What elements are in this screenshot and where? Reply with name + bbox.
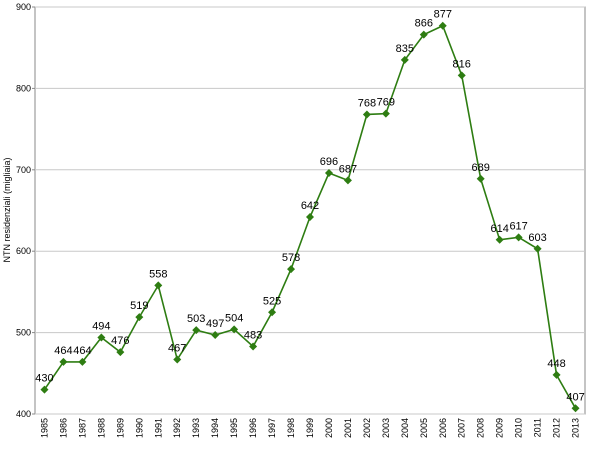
marker	[381, 109, 390, 118]
x-tick-label: 2007	[457, 418, 467, 438]
x-tick-label: 1991	[153, 418, 163, 438]
data-label: 503	[187, 313, 205, 325]
x-tick-label: 2008	[476, 418, 486, 438]
x-tick-label: 2002	[362, 418, 372, 438]
data-label: 467	[168, 342, 186, 354]
x-tick-label: 1998	[286, 418, 296, 438]
marker	[268, 308, 277, 317]
marker	[324, 169, 333, 178]
data-label: 603	[528, 232, 546, 244]
x-tick-label: 1985	[39, 418, 49, 438]
data-label: 430	[35, 373, 53, 385]
y-tick-label: 600	[16, 246, 31, 256]
marker	[230, 325, 239, 334]
marker	[78, 357, 87, 366]
x-tick-label: 1986	[58, 418, 68, 438]
data-label: 448	[547, 358, 565, 370]
marker	[249, 342, 258, 351]
data-label: 689	[472, 162, 490, 174]
x-tick-label: 1999	[305, 418, 315, 438]
x-tick-label: 1987	[77, 418, 87, 438]
marker	[438, 21, 447, 30]
data-label: 614	[490, 223, 508, 235]
data-label: 558	[149, 268, 167, 280]
marker	[514, 233, 523, 242]
marker	[419, 30, 428, 39]
data-label: 497	[206, 318, 224, 330]
x-tick-label: 2005	[419, 418, 429, 438]
x-tick-label: 2010	[514, 418, 524, 438]
data-label: 835	[396, 43, 414, 55]
x-tick-label: 1989	[115, 418, 125, 438]
x-tick-label: 2009	[495, 418, 505, 438]
data-label: 866	[415, 18, 433, 30]
y-tick-label: 700	[16, 165, 31, 175]
marker	[400, 55, 409, 64]
x-tick-label: 2004	[400, 418, 410, 438]
marker	[343, 176, 352, 185]
data-label: 476	[111, 335, 129, 347]
marker	[362, 110, 371, 119]
marker	[457, 71, 466, 80]
marker	[476, 174, 485, 183]
data-label: 464	[54, 345, 72, 357]
data-label: 816	[453, 58, 471, 70]
data-label: 483	[244, 329, 262, 341]
data-label: 578	[282, 252, 300, 264]
marker	[495, 235, 504, 244]
data-label: 525	[263, 295, 281, 307]
y-axis-label: NTN residenziali (migliaia)	[2, 157, 12, 262]
marker	[552, 370, 561, 379]
marker	[59, 357, 68, 366]
x-tick-label: 1988	[96, 418, 106, 438]
marker	[97, 333, 106, 342]
data-label: 877	[434, 9, 452, 21]
x-tick-label: 1992	[172, 418, 182, 438]
data-label: 504	[225, 312, 243, 324]
marker	[154, 281, 163, 290]
y-tick-label: 900	[16, 2, 31, 12]
x-tick-label: 1995	[229, 418, 239, 438]
x-tick-label: 2012	[552, 418, 562, 438]
data-label: 464	[73, 345, 91, 357]
x-tick-label: 2001	[343, 418, 353, 438]
x-tick-label: 1994	[210, 418, 220, 438]
data-label: 768	[358, 97, 376, 109]
data-label: 769	[377, 97, 395, 109]
data-label: 617	[509, 220, 527, 232]
data-label: 696	[320, 156, 338, 168]
x-tick-label: 1993	[191, 418, 201, 438]
x-tick-label: 2003	[381, 418, 391, 438]
marker	[40, 385, 49, 394]
y-tick-label: 500	[16, 328, 31, 338]
data-label: 494	[92, 320, 110, 332]
data-label: 519	[130, 300, 148, 312]
marker	[571, 404, 580, 413]
marker	[135, 313, 144, 322]
x-tick-label: 2013	[571, 418, 581, 438]
x-tick-label: 1990	[134, 418, 144, 438]
x-tick-label: 2006	[438, 418, 448, 438]
data-label: 407	[566, 391, 584, 403]
x-tick-label: 1996	[248, 418, 258, 438]
marker	[306, 213, 314, 222]
marker	[173, 355, 182, 364]
y-tick-label: 400	[16, 409, 31, 419]
marker	[192, 326, 201, 335]
y-tick-label: 800	[16, 83, 31, 93]
marker	[211, 331, 220, 340]
marker	[287, 265, 296, 274]
x-tick-label: 2011	[533, 418, 543, 437]
data-label: 642	[301, 200, 319, 212]
marker	[116, 348, 125, 357]
marker	[533, 244, 542, 253]
x-tick-label: 2000	[324, 418, 334, 438]
data-label: 687	[339, 163, 357, 175]
x-tick-label: 1997	[267, 418, 277, 438]
